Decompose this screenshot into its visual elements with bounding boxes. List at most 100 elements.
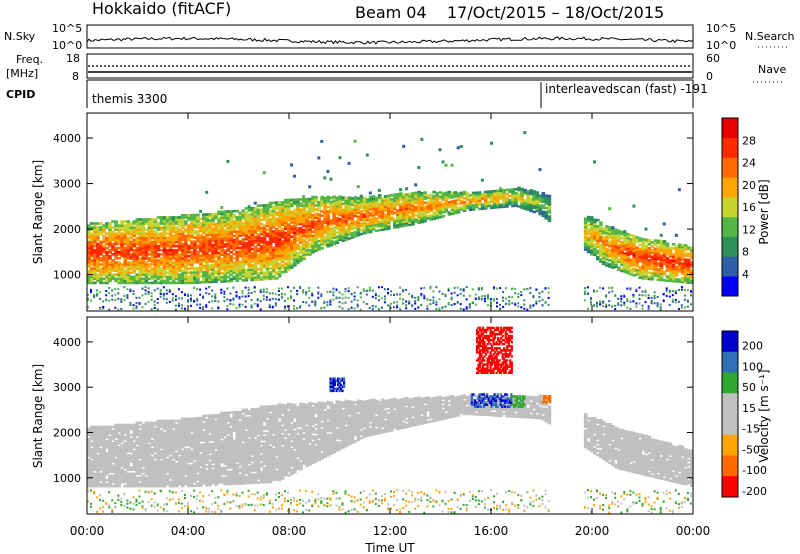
power-cell — [326, 301, 329, 304]
power-cell — [132, 267, 137, 270]
power-cell — [123, 228, 127, 231]
power-cell — [659, 266, 664, 270]
power-cell — [262, 298, 265, 301]
power-cell — [620, 269, 624, 273]
power-cell — [253, 270, 258, 273]
power-cell — [347, 202, 352, 205]
power-cell — [132, 281, 137, 285]
power-cell — [432, 199, 436, 202]
power-cell — [662, 272, 667, 276]
power-cell — [520, 200, 524, 203]
power-cell — [123, 265, 127, 268]
velocity-cell — [99, 433, 103, 437]
power-cell — [444, 163, 448, 167]
power-cell — [117, 308, 120, 311]
power-cell — [677, 243, 682, 247]
power-cell — [535, 302, 538, 305]
power-cell — [268, 246, 273, 250]
power-cell — [417, 296, 420, 299]
power-cell — [190, 222, 194, 225]
velocity-cell — [111, 433, 115, 437]
power-cell — [665, 250, 670, 254]
power-cell — [665, 279, 670, 282]
power-cell — [520, 187, 524, 191]
power-cell — [347, 218, 352, 222]
velocity-cell — [87, 490, 89, 493]
power-cell — [159, 253, 164, 256]
power-cell — [344, 301, 347, 304]
power-cell — [93, 230, 97, 233]
power-cell — [329, 227, 333, 230]
power-cell — [271, 219, 276, 223]
power-cell — [650, 257, 655, 261]
power-cell — [87, 253, 91, 256]
velocity-cell — [117, 462, 121, 465]
power-cell — [487, 190, 491, 193]
power-cell — [686, 279, 691, 282]
power-cell — [141, 242, 146, 246]
power-cell — [377, 216, 382, 220]
power-cell — [217, 245, 221, 248]
power-cell — [453, 199, 458, 202]
power-cell — [544, 287, 547, 290]
power-cell — [477, 203, 482, 207]
power-cell — [153, 304, 156, 307]
power-cell — [105, 224, 109, 227]
power-cell — [420, 304, 423, 307]
power-cell — [114, 299, 117, 301]
power-cell — [653, 272, 658, 275]
power-cell — [296, 289, 299, 292]
power-cell — [605, 225, 609, 228]
velocity-cell — [114, 476, 118, 480]
power-cell — [165, 222, 170, 225]
power-cell — [350, 236, 355, 239]
power-cell — [114, 224, 118, 227]
power-cell — [465, 298, 468, 301]
power-cell — [290, 251, 294, 255]
power-cell — [674, 265, 679, 269]
power-cell — [202, 215, 206, 218]
velocity-cell — [87, 429, 91, 433]
power-cell — [187, 294, 189, 297]
power-cell — [644, 252, 649, 256]
power-cell — [253, 206, 258, 210]
power-cell — [605, 262, 609, 265]
power-cell — [356, 197, 361, 200]
power-cell — [180, 216, 185, 219]
power-cell — [123, 234, 127, 238]
power-cell — [193, 250, 197, 254]
power-cell — [335, 227, 340, 230]
power-cell — [647, 251, 652, 254]
power-cell — [338, 296, 341, 299]
power-cell — [211, 276, 215, 279]
power-cell — [377, 295, 380, 298]
power-cell — [180, 269, 185, 272]
power-cell — [147, 222, 152, 225]
power-cell — [147, 248, 152, 252]
power-cell — [211, 212, 215, 216]
power-cell — [371, 207, 376, 211]
velocity-cell — [90, 502, 92, 505]
power-cell — [653, 253, 658, 257]
power-cell — [299, 226, 303, 230]
power-cell — [184, 281, 188, 285]
power-cell — [320, 293, 323, 296]
power-cell — [586, 236, 591, 239]
power-cell — [120, 246, 124, 250]
power-cell — [423, 295, 426, 298]
power-cell — [238, 232, 243, 235]
power-cell — [371, 228, 376, 231]
power-cell — [93, 277, 97, 281]
power-cell — [184, 220, 188, 223]
power-cell — [344, 290, 347, 293]
power-cell — [99, 232, 103, 236]
power-cell — [305, 234, 309, 238]
power-cell — [220, 245, 224, 248]
power-cell — [329, 204, 333, 208]
power-cell — [102, 277, 106, 281]
power-cell — [265, 222, 270, 225]
power-cell — [547, 211, 552, 214]
power-cell — [532, 190, 536, 193]
power-cell — [453, 205, 458, 209]
power-cell — [605, 249, 609, 253]
